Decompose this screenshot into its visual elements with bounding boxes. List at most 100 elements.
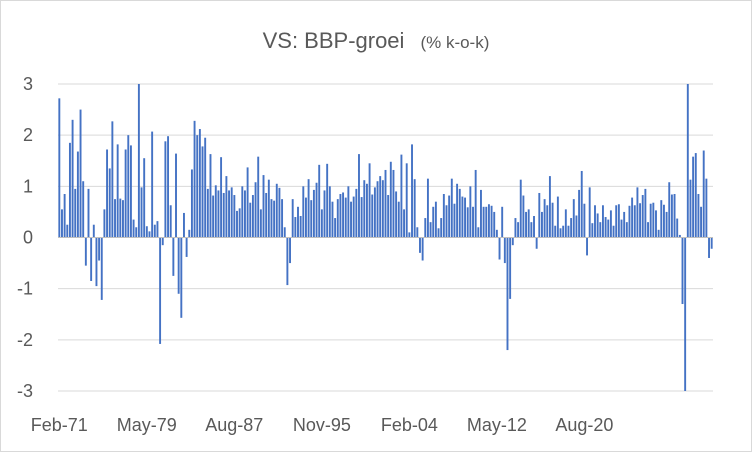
bar <box>68 142 71 238</box>
bar <box>588 187 591 238</box>
bar <box>450 178 453 238</box>
bar <box>204 137 207 238</box>
bar <box>244 190 246 238</box>
bar <box>464 197 467 238</box>
bar <box>310 200 313 238</box>
bar <box>302 186 305 238</box>
bar <box>363 180 366 238</box>
bar <box>511 237 514 246</box>
bar <box>161 237 164 246</box>
bar <box>307 179 310 238</box>
bar <box>612 225 615 238</box>
bar <box>193 120 196 238</box>
bar <box>304 197 307 238</box>
bar <box>601 205 604 238</box>
bar <box>689 179 692 238</box>
bar <box>79 109 82 238</box>
bar <box>320 209 323 238</box>
bar <box>617 204 620 238</box>
bar <box>591 223 594 238</box>
bar <box>495 229 498 238</box>
bar <box>368 163 371 238</box>
bar <box>437 228 440 238</box>
y-tick-label: 0 <box>23 228 33 248</box>
bar <box>334 218 337 238</box>
bar <box>392 169 395 238</box>
bar <box>657 229 660 238</box>
bar <box>106 149 109 238</box>
bar <box>440 218 443 238</box>
bar <box>90 237 93 281</box>
chart-title: VS: BBP-groei (% k-o-k) <box>263 28 490 53</box>
bar <box>135 227 138 238</box>
bar <box>519 179 522 238</box>
bar <box>411 144 413 238</box>
bar <box>209 154 212 238</box>
bar <box>153 224 156 238</box>
bar <box>498 237 501 260</box>
bar <box>230 187 233 238</box>
bar <box>424 218 427 238</box>
bar <box>662 204 665 238</box>
bar <box>355 188 358 238</box>
bar <box>328 186 331 238</box>
bar <box>710 237 713 249</box>
bar <box>61 209 63 238</box>
bar <box>631 197 634 238</box>
bar <box>220 157 223 238</box>
bar <box>379 176 382 238</box>
bar <box>673 194 676 238</box>
bar <box>535 237 538 249</box>
bar <box>426 178 429 238</box>
bar <box>82 181 85 238</box>
bar <box>458 188 461 238</box>
bar <box>129 145 132 238</box>
bar <box>198 129 201 238</box>
bar <box>655 210 657 238</box>
bar <box>66 224 69 238</box>
bar <box>453 203 456 238</box>
bar <box>92 224 95 238</box>
bar <box>493 211 496 238</box>
bar <box>122 200 124 238</box>
bar <box>63 194 66 238</box>
x-tick-label: May-12 <box>467 415 527 435</box>
bar <box>559 228 562 238</box>
bar <box>525 211 527 238</box>
bar <box>365 183 368 238</box>
bar <box>254 182 257 238</box>
bar <box>95 237 98 287</box>
bar <box>403 209 406 238</box>
bar <box>273 200 276 238</box>
bar <box>246 167 249 238</box>
bar <box>148 231 151 238</box>
bar <box>564 209 567 238</box>
bar <box>400 154 403 238</box>
bar <box>692 156 695 238</box>
bar <box>607 219 610 238</box>
bar <box>201 146 204 238</box>
bar <box>445 205 448 238</box>
bar <box>413 179 416 238</box>
bar <box>408 232 411 238</box>
bar <box>416 227 419 238</box>
bar <box>326 163 329 238</box>
x-tick-label: Feb-04 <box>381 415 438 435</box>
y-tick-label: -3 <box>17 381 33 401</box>
bar <box>265 192 268 238</box>
bar <box>487 204 490 238</box>
bar <box>360 197 363 238</box>
bar <box>702 150 705 238</box>
bar <box>485 206 488 238</box>
bar <box>533 216 535 238</box>
bar <box>119 198 122 238</box>
bar <box>548 176 551 238</box>
bar <box>159 237 162 344</box>
bar <box>318 164 321 238</box>
bar <box>74 188 77 238</box>
bar <box>644 188 647 238</box>
bar <box>647 222 649 238</box>
bar <box>177 237 180 294</box>
bar <box>145 226 148 238</box>
